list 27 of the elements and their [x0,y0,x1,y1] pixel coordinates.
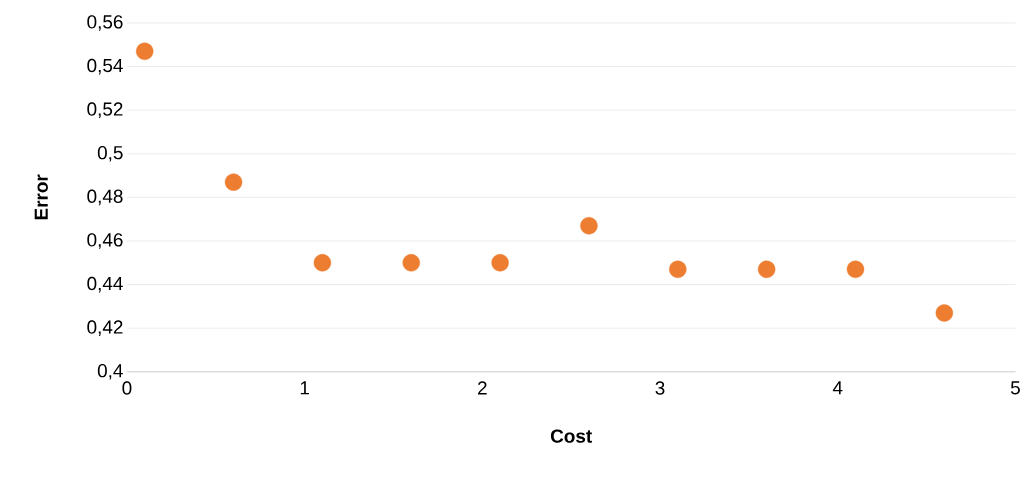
x-tick-label: 4 [832,381,843,395]
x-tick-label: 5 [1010,381,1020,395]
y-tick-label: 0,52 [87,102,123,119]
x-axis-title: Cost [550,429,592,443]
x-tick-label: 1 [300,381,309,395]
point [136,42,154,61]
point [224,173,243,191]
y-tick-label: 0,5 [97,146,123,162]
point [491,254,509,272]
y-tick-label: 0,56 [87,15,123,31]
point [935,304,954,322]
point [669,260,687,279]
point [580,217,598,235]
y-tick-label: 0,54 [87,58,123,75]
y-tick-label: 0,48 [87,189,123,206]
x-tick-label: 3 [655,381,665,395]
x-tick-label: 0 [122,381,132,395]
y-tick-label: 0,4 [97,364,123,380]
x-tick-label: 2 [478,381,487,395]
y-tick-label: 0,44 [87,276,123,293]
point [846,260,865,279]
point [757,260,776,279]
y-tick-label: 0,42 [87,320,123,337]
y-axis-title: Error [34,174,48,220]
point [402,254,420,272]
y-tick-label: 0,46 [87,233,123,249]
point [313,254,332,272]
